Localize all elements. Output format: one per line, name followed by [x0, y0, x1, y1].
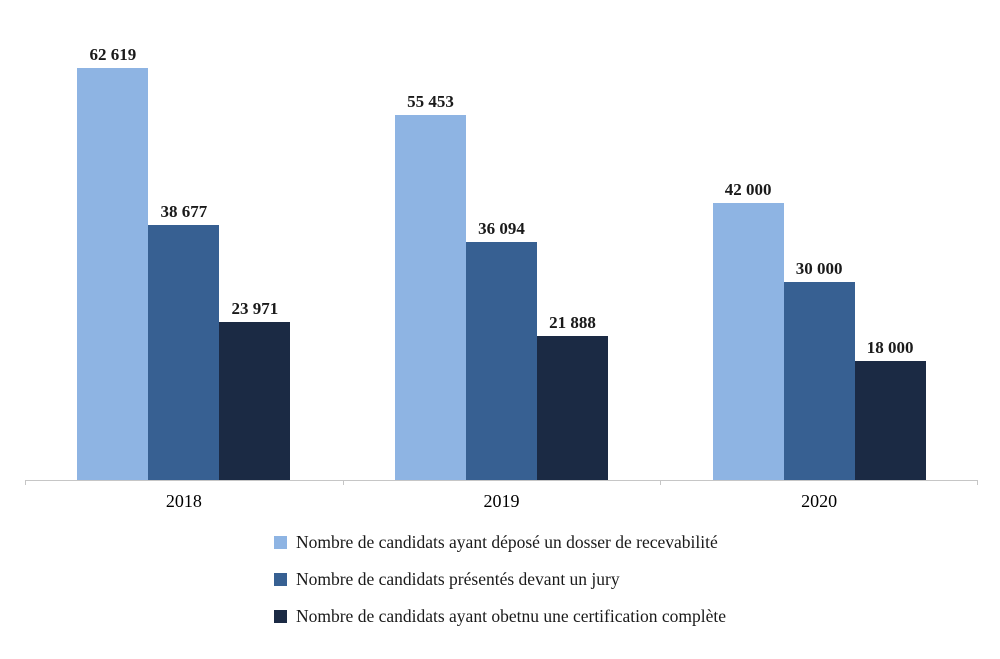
category-axis: 2018 2019 2020 [25, 481, 978, 512]
legend-item: Nombre de candidats ayant déposé un doss… [273, 532, 726, 553]
bar-column: 36 094 [465, 218, 537, 480]
bar-column: 42 000 [712, 179, 784, 480]
plot-area: 62 619 38 677 23 971 55 453 36 094 21 888 42 0… [25, 0, 978, 485]
category-group: 55 453 36 094 21 888 [343, 0, 661, 480]
legend-item: Nombre de candidats présentés devant un … [273, 569, 726, 590]
legend-swatch [273, 536, 287, 549]
bar-column: 21 888 [536, 312, 608, 480]
bar-value-label: 42 000 [724, 179, 772, 199]
legend-swatch [273, 573, 287, 586]
bar-column: 62 619 [77, 44, 149, 480]
bar-value-label: 30 000 [795, 258, 843, 278]
bar-value-label: 36 094 [478, 218, 525, 238]
category-group: 62 619 38 677 23 971 [25, 0, 343, 480]
category-label: 2019 [483, 491, 520, 511]
bar [219, 322, 291, 480]
bar [394, 115, 466, 480]
category-label: 2020 [801, 491, 838, 511]
legend-item: Nombre de candidats ayant obetnu une cer… [273, 606, 727, 627]
bar-value-label: 23 971 [231, 298, 279, 318]
bar-value-label: 21 888 [549, 312, 596, 332]
bar-value-label: 18 000 [866, 337, 914, 357]
bar [712, 203, 784, 480]
legend-label: Nombre de candidats ayant obetnu une cer… [295, 606, 727, 626]
bar [465, 242, 537, 480]
bar-column: 30 000 [783, 258, 855, 480]
bar-column: 23 971 [219, 298, 291, 480]
bar-value-label: 55 453 [407, 91, 454, 111]
legend-label: Nombre de candidats présentés devant un … [295, 569, 620, 589]
bar [77, 68, 149, 480]
bar [148, 225, 220, 480]
bar-column: 18 000 [854, 337, 926, 480]
bar [536, 336, 608, 480]
bar-value-label: 38 677 [160, 201, 208, 221]
bar-value-label: 62 619 [89, 44, 137, 64]
category-group: 42 000 30 000 18 000 [660, 0, 978, 480]
legend: Nombre de candidats ayant déposé un doss… [273, 532, 727, 627]
bar [783, 282, 855, 480]
bar [854, 361, 926, 480]
bar-column: 38 677 [148, 201, 220, 480]
bar-column: 55 453 [394, 91, 466, 480]
legend-label: Nombre de candidats ayant déposé un doss… [295, 532, 718, 552]
legend-swatch [273, 610, 287, 623]
category-label: 2018 [165, 491, 202, 511]
